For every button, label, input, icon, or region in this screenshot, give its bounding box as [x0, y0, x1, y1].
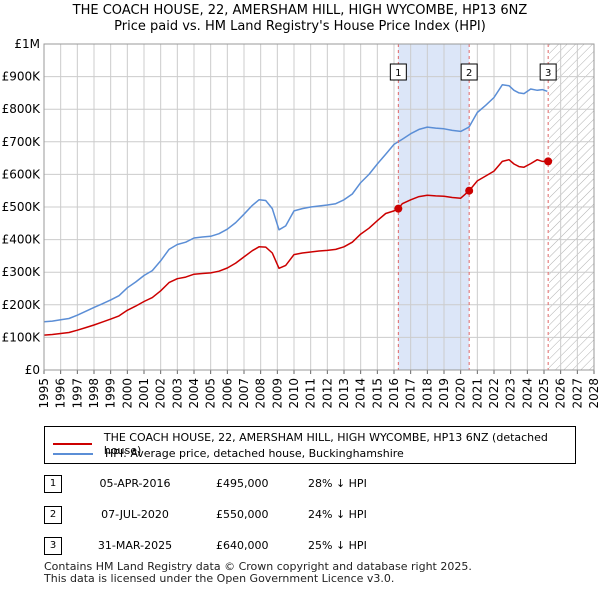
- x-tick-label: 2019: [437, 378, 451, 409]
- sale-label-box: [389, 63, 407, 81]
- y-tick-label: £700K: [2, 135, 42, 149]
- x-tick-label: 2013: [337, 378, 351, 409]
- footer-attribution: Contains HM Land Registry data © Crown c…: [44, 561, 584, 585]
- sale-number-badge: 2: [44, 506, 62, 524]
- x-tick-label: 2005: [204, 378, 218, 409]
- x-tick-label: 2022: [487, 378, 501, 409]
- sale-date: 05-APR-2016: [99, 477, 171, 490]
- legend-item-property: THE COACH HOUSE, 22, AMERSHAM HILL, HIGH…: [53, 431, 575, 457]
- x-tick-label: 2018: [420, 378, 434, 409]
- hpi-series-line: [43, 84, 548, 323]
- x-tick-label: 2004: [187, 378, 201, 409]
- sale-number-badge: 3: [44, 537, 62, 555]
- footer-line-2: This data is licensed under the Open Gov…: [44, 572, 395, 585]
- y-tick-label: £500K: [2, 200, 42, 214]
- legend: THE COACH HOUSE, 22, AMERSHAM HILL, HIGH…: [44, 426, 576, 464]
- footer-line-1: Contains HM Land Registry data © Crown c…: [44, 560, 472, 573]
- x-tick-label: 2007: [237, 378, 251, 409]
- y-tick-label: £0: [25, 363, 40, 377]
- plot-frame: [43, 43, 595, 371]
- sale-label-box: [460, 63, 478, 81]
- legend-item-hpi: HPI: Average price, detached house, Buck…: [53, 447, 404, 460]
- legend-swatch-property: [53, 443, 92, 445]
- sale-price: £495,000: [216, 477, 269, 490]
- x-tick-label: 2010: [287, 378, 301, 409]
- y-tick-label: £800K: [2, 102, 42, 116]
- y-tick-label: £200K: [2, 298, 42, 312]
- sale-point: [465, 186, 474, 195]
- x-tick-label: 2014: [354, 378, 368, 409]
- x-tick-label: 2009: [270, 378, 284, 409]
- sale-point: [544, 157, 553, 166]
- chart-title: THE COACH HOUSE, 22, AMERSHAM HILL, HIGH…: [72, 3, 528, 18]
- x-tick-label: 1999: [104, 378, 118, 409]
- chart-subtitle: Price paid vs. HM Land Registry's House …: [114, 19, 486, 34]
- y-tick-label: £100K: [2, 330, 42, 344]
- property-series-line: [43, 158, 549, 336]
- y-tick-label: £300K: [2, 265, 42, 279]
- sale-price: £550,000: [216, 508, 269, 521]
- sale-hpi-diff: 25% ↓ HPI: [308, 539, 367, 552]
- sale-date: 07-JUL-2020: [101, 508, 169, 521]
- x-tick-label: 1996: [54, 378, 68, 409]
- x-tick-label: 2024: [520, 378, 534, 409]
- y-tick-label: £1M: [14, 37, 40, 51]
- x-tick-label: 2002: [154, 378, 168, 409]
- x-tick-label: 2001: [137, 378, 151, 409]
- x-tick-label: 2027: [570, 378, 584, 409]
- x-tick-label: 2000: [120, 378, 134, 409]
- x-tick-label: 2008: [254, 378, 268, 409]
- x-tick-label: 2028: [587, 378, 600, 409]
- sale-row: 3 31-MAR-2025 £640,000 25% ↓ HPI: [44, 537, 444, 557]
- y-tick-label: £600K: [2, 167, 42, 181]
- sale-price: £640,000: [216, 539, 269, 552]
- x-tick-label: 1995: [37, 378, 51, 409]
- y-tick-label: £400K: [2, 233, 42, 247]
- x-tick-label: 2003: [170, 378, 184, 409]
- x-tick-label: 2023: [504, 378, 518, 409]
- legend-label-hpi: HPI: Average price, detached house, Buck…: [105, 447, 404, 460]
- sale-label-number: 3: [545, 68, 551, 79]
- x-tick-label: 2015: [370, 378, 384, 409]
- sale-number-badge: 1: [44, 475, 62, 493]
- x-tick-label: 2012: [320, 378, 334, 409]
- sale-label-box: [539, 63, 557, 81]
- price-chart: 1 2 3 £0 £100K £200K £300K £400K £500K £600K £700…: [2, 37, 600, 409]
- sale-date: 31-MAR-2025: [97, 539, 173, 552]
- y-tick-label: £900K: [2, 70, 42, 84]
- x-tick-label: 2020: [454, 378, 468, 409]
- sale-point: [394, 204, 403, 213]
- sale-hpi-diff: 28% ↓ HPI: [308, 477, 367, 490]
- legend-label-property: THE COACH HOUSE, 22, AMERSHAM HILL, HIGH…: [103, 431, 548, 457]
- sale-hpi-diff: 24% ↓ HPI: [308, 508, 367, 521]
- sale-row: 2 07-JUL-2020 £550,000 24% ↓ HPI: [44, 506, 444, 526]
- sale-row: 1 05-APR-2016 £495,000 28% ↓ HPI: [44, 475, 444, 495]
- x-tick-label: 2011: [304, 378, 318, 409]
- sale-label-number: 2: [466, 68, 472, 79]
- x-tick-label: 1997: [70, 378, 84, 409]
- x-tick-label: 2017: [404, 378, 418, 409]
- sale-label-number: 1: [395, 68, 401, 79]
- legend-swatch-hpi: [53, 452, 93, 455]
- x-tick-label: 1998: [87, 378, 101, 409]
- x-tick-label: 2021: [470, 378, 484, 409]
- x-tick-label: 2025: [537, 378, 551, 409]
- x-tick-label: 2006: [220, 378, 234, 409]
- x-tick-label: 2016: [387, 378, 401, 409]
- x-tick-label: 2026: [554, 378, 568, 409]
